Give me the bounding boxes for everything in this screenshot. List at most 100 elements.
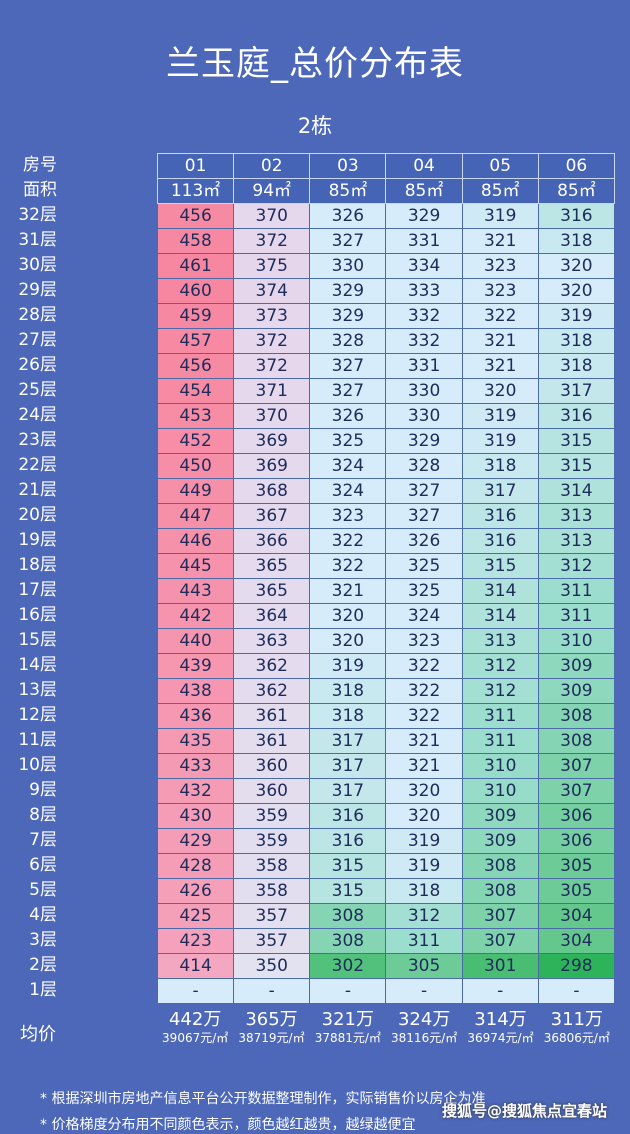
average-unit-price: 38116元/㎡ — [391, 1031, 458, 1045]
price-cell: 318 — [309, 678, 387, 704]
average-unit-price: 36806元/㎡ — [543, 1031, 610, 1045]
floor-label: 21层 — [18, 480, 57, 500]
area-cell: 85㎡ — [461, 178, 539, 204]
price-cell: 318 — [537, 328, 616, 354]
price-cell: 308 — [309, 903, 387, 929]
price-cell: 428 — [156, 853, 235, 879]
price-cell: 457 — [156, 328, 235, 354]
price-cell: 370 — [233, 203, 311, 229]
floor-label: 30层 — [18, 255, 57, 275]
table-row: 440 363 320 323 313 310 — [156, 628, 616, 654]
floor-label: 31层 — [18, 230, 57, 250]
price-cell: 326 — [309, 403, 387, 429]
table-row: 458 372 327 331 321 318 — [156, 228, 616, 254]
price-cell: 298 — [537, 953, 616, 979]
price-cell: - — [309, 978, 387, 1004]
floor-label: 15层 — [18, 630, 57, 650]
table-row: 447 367 323 327 316 313 — [156, 503, 616, 529]
price-cell: 314 — [461, 603, 539, 629]
price-cell: 327 — [385, 503, 463, 529]
price-cell: 309 — [461, 803, 539, 829]
price-cell: 443 — [156, 578, 235, 604]
price-cell: 311 — [537, 603, 616, 629]
price-cell: 320 — [461, 378, 539, 404]
table-row: 439 362 319 322 312 309 — [156, 653, 616, 679]
price-cell: 446 — [156, 528, 235, 554]
average-cell: 324万 38116元/㎡ — [386, 1010, 462, 1046]
price-cell: 321 — [385, 728, 463, 754]
price-cell: 307 — [537, 778, 616, 804]
price-cell: 315 — [309, 878, 387, 904]
floor-label: 19层 — [18, 530, 57, 550]
table-row: 442 364 320 324 314 311 — [156, 603, 616, 629]
price-cell: 322 — [385, 678, 463, 704]
floor-label: 25层 — [18, 380, 57, 400]
floor-label: 17层 — [18, 580, 57, 600]
price-cell: 435 — [156, 728, 235, 754]
price-cell: 362 — [233, 653, 311, 679]
price-cell: 309 — [537, 653, 616, 679]
price-cell: 327 — [309, 353, 387, 379]
price-cell: 447 — [156, 503, 235, 529]
price-cell: 319 — [385, 853, 463, 879]
price-cell: 332 — [385, 328, 463, 354]
price-cell: 372 — [233, 353, 311, 379]
room-label: 房号 — [23, 155, 57, 175]
price-cell: 429 — [156, 828, 235, 854]
price-cell: 334 — [385, 253, 463, 279]
column-header: 05 — [461, 153, 539, 179]
table-row: 446 366 322 326 316 313 — [156, 528, 616, 554]
price-cell: 332 — [385, 303, 463, 329]
price-table: 01 02 03 04 05 06 113㎡ 94㎡ 85㎡ 85㎡ 85㎡ 85㎡ 456 370 326… — [156, 153, 616, 1004]
area-cell: 94㎡ — [233, 178, 311, 204]
price-cell: 426 — [156, 878, 235, 904]
price-cell: 329 — [309, 303, 387, 329]
price-cell: 414 — [156, 953, 235, 979]
price-cell: 323 — [385, 628, 463, 654]
average-total: 442万 — [168, 1009, 222, 1030]
header-row-area: 113㎡ 94㎡ 85㎡ 85㎡ 85㎡ 85㎡ — [156, 178, 616, 204]
price-cell: 308 — [461, 853, 539, 879]
price-cell: 308 — [537, 703, 616, 729]
price-cell: 316 — [537, 203, 616, 229]
price-cell: 360 — [233, 778, 311, 804]
price-cell: 450 — [156, 453, 235, 479]
price-cell: 318 — [309, 703, 387, 729]
price-cell: 320 — [309, 603, 387, 629]
floor-label: 4层 — [29, 905, 57, 925]
price-cell: 359 — [233, 828, 311, 854]
price-cell: 329 — [385, 428, 463, 454]
price-cell: 323 — [461, 253, 539, 279]
price-cell: 313 — [537, 503, 616, 529]
price-cell: 438 — [156, 678, 235, 704]
price-cell: 331 — [385, 353, 463, 379]
price-cell: 323 — [461, 278, 539, 304]
price-cell: 461 — [156, 253, 235, 279]
price-cell: 315 — [537, 453, 616, 479]
table-row: 452 369 325 329 319 315 — [156, 428, 616, 454]
area-cell: 85㎡ — [309, 178, 387, 204]
price-cell: 307 — [537, 753, 616, 779]
price-cell: 325 — [309, 428, 387, 454]
watermark: 搜狐号@搜狐焦点宜春站 — [442, 1102, 608, 1120]
price-cell: 319 — [461, 203, 539, 229]
floor-label: 5层 — [29, 880, 57, 900]
price-cell: 308 — [537, 728, 616, 754]
table-row: 429 359 316 319 309 306 — [156, 828, 616, 854]
average-total: 311万 — [550, 1009, 603, 1030]
price-cell: 454 — [156, 378, 235, 404]
price-cell: 367 — [233, 503, 311, 529]
price-cell: 327 — [309, 228, 387, 254]
price-cell: 312 — [385, 903, 463, 929]
price-cell: 320 — [385, 778, 463, 804]
price-cell: 361 — [233, 728, 311, 754]
average-total: 314万 — [474, 1009, 527, 1030]
area-label: 面积 — [23, 180, 57, 200]
table-row: 445 365 322 325 315 312 — [156, 553, 616, 579]
price-cell: 364 — [233, 603, 311, 629]
price-cell: 360 — [233, 753, 311, 779]
price-cell: 315 — [461, 553, 539, 579]
price-cell: 330 — [385, 378, 463, 404]
page-title: 兰玉庭_总价分布表 — [166, 44, 464, 84]
price-cell: 330 — [309, 253, 387, 279]
